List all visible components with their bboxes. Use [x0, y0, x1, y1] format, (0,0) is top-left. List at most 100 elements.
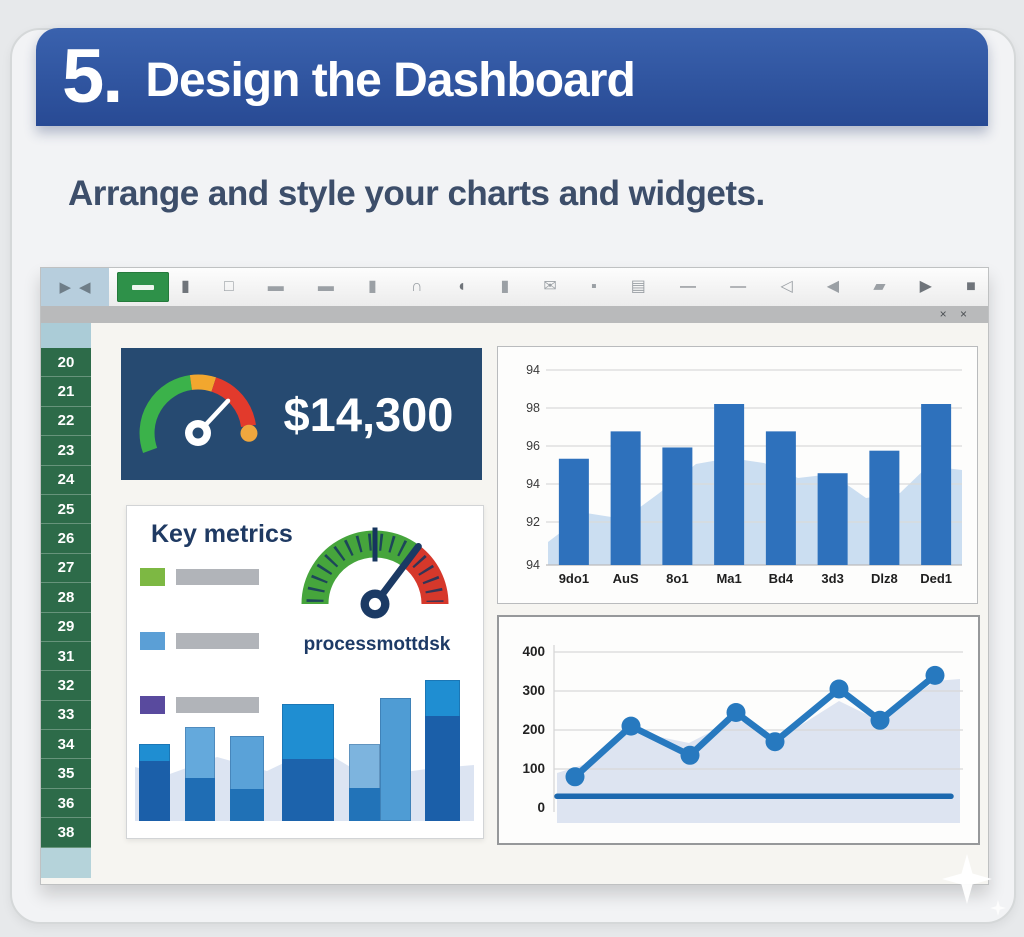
folder-icon[interactable]: ▰	[873, 278, 886, 295]
mini-bar-4	[282, 704, 334, 821]
svg-text:3d3: 3d3	[821, 571, 843, 586]
row-header-26[interactable]: 26	[41, 524, 91, 554]
svg-text:9do1: 9do1	[559, 571, 589, 586]
line-chart: 400 300 200 100 0	[522, 644, 963, 823]
legend-swatch	[140, 632, 165, 650]
mini-bar-6	[380, 698, 411, 821]
mini-bar-2	[185, 727, 215, 821]
arrow-left-icon[interactable]: ◀	[826, 278, 840, 295]
bar-Ded1	[921, 404, 952, 565]
row-header-35[interactable]: 35	[41, 759, 91, 789]
square-light-icon[interactable]: ▮	[368, 278, 377, 295]
bar-Ma1	[714, 404, 745, 565]
svg-text:200: 200	[522, 722, 545, 737]
row-header-36[interactable]: 36	[41, 788, 91, 819]
row-header-28[interactable]: 28	[41, 583, 91, 613]
row-header-29[interactable]: 29	[41, 612, 91, 642]
bar-8o1	[662, 447, 693, 565]
row-header-32[interactable]: 32	[41, 671, 91, 701]
active-tool-button[interactable]	[117, 272, 169, 302]
mini-bar-dark-segment	[139, 761, 170, 821]
svg-text:94: 94	[526, 558, 540, 572]
minus-icon[interactable]: —	[680, 278, 697, 295]
svg-text:AuS: AuS	[613, 571, 639, 586]
dash-icon	[132, 284, 154, 290]
play-back-icon[interactable]: ◀	[79, 279, 91, 296]
legend-label-bar	[176, 633, 259, 649]
toolbar-nav-group: ▶ ◀	[41, 268, 109, 306]
row-header-23[interactable]: 23	[41, 436, 91, 466]
legend-label-bar	[176, 697, 259, 713]
row-header-34[interactable]: 34	[41, 730, 91, 760]
subtitle: Arrange and style your charts and widget…	[68, 174, 765, 213]
bar-9do1	[558, 458, 589, 565]
row-header-38[interactable]: 38	[41, 818, 91, 848]
triangle-left-icon[interactable]: ◁	[780, 278, 793, 295]
dash-wide-icon[interactable]: ▬	[317, 278, 334, 295]
page-title: Design the Dashboard	[145, 54, 635, 107]
key-metrics-title: Key metrics	[151, 520, 293, 548]
mini-bar-1	[139, 744, 170, 821]
flag-icon[interactable]: ▶	[919, 278, 932, 295]
row-header-21[interactable]: 21	[41, 377, 91, 407]
svg-text:94: 94	[526, 363, 540, 377]
mini-bar-dark-segment	[349, 788, 380, 821]
minus2-icon[interactable]: —	[730, 278, 747, 295]
row-header-24[interactable]: 24	[41, 465, 91, 495]
lines-icon[interactable]: ▤	[630, 278, 646, 295]
toolbar: ▶ ◀ ▮ □ ▬ ▬ ▮ ∩ ◖ ▮ ✉ ▪ ▤ — — ◁ ◀ ▰ ▶ ■	[41, 268, 988, 307]
row-header-33[interactable]: 33	[41, 700, 91, 731]
bar-icon[interactable]: ▮	[500, 278, 510, 295]
row-header-cap-bottom	[41, 847, 91, 878]
square-end-icon[interactable]: ■	[966, 278, 976, 295]
mini-bar-chart	[127, 671, 482, 821]
mini-bar-dark-segment	[282, 759, 334, 821]
envelope-icon[interactable]: ✉	[543, 278, 557, 295]
svg-text:300: 300	[522, 683, 545, 698]
svg-text:92: 92	[526, 515, 540, 529]
legend-item-1	[140, 568, 259, 586]
bar-chart-card[interactable]: 94 98 96 94 92 94 9do1 AuS 8o1 Ma1 Bd4 3d3 Dlz8 Ded1	[497, 346, 978, 604]
mini-bar-dark-segment	[425, 716, 460, 821]
row-header-27[interactable]: 27	[41, 553, 91, 584]
play-forward-icon[interactable]: ▶	[59, 279, 71, 296]
square-dark-icon[interactable]: ▮	[181, 278, 190, 295]
row-header-31[interactable]: 31	[41, 641, 91, 672]
header-banner: 5. Design the Dashboard	[36, 28, 988, 126]
row-header-20[interactable]: 20	[41, 348, 91, 378]
mini-bar-dark-segment	[230, 789, 264, 821]
bar-3d3	[817, 473, 848, 565]
bar-AuS	[610, 431, 641, 565]
line-chart-card[interactable]: 400 300 200 100 0	[497, 615, 980, 845]
svg-text:94: 94	[526, 477, 540, 491]
mini-bar-dark-segment	[185, 778, 215, 821]
row-header-25[interactable]: 25	[41, 494, 91, 525]
bar-Dlz8	[869, 450, 900, 565]
svg-text:0: 0	[537, 800, 545, 815]
close-buttons[interactable]: × ×	[939, 307, 972, 321]
kpi-card[interactable]: $14,300	[121, 348, 482, 480]
small-square-icon[interactable]: ▪	[590, 278, 597, 295]
curve-shape-icon[interactable]: ∩	[411, 278, 423, 295]
dash-icon[interactable]: ▬	[267, 278, 284, 295]
process-gauge-icon	[301, 527, 449, 619]
toolbar-icons: ▮ □ ▬ ▬ ▮ ∩ ◖ ▮ ✉ ▪ ▤ — — ◁ ◀ ▰ ▶ ■	[181, 268, 976, 306]
svg-text:8o1: 8o1	[666, 571, 688, 586]
bracket-icon[interactable]: ◖	[456, 278, 467, 295]
process-gauge-label: processmottdsk	[303, 634, 451, 655]
svg-text:98: 98	[526, 401, 540, 415]
key-metrics-card[interactable]: Key metrics processmottdsk	[126, 505, 484, 839]
svg-text:Ma1: Ma1	[716, 571, 741, 586]
mini-bar-3	[230, 736, 264, 821]
svg-text:Ded1: Ded1	[920, 571, 952, 586]
frame-icon[interactable]: □	[223, 278, 234, 295]
legend-label-bar	[176, 569, 259, 585]
mini-bar-5	[349, 744, 380, 821]
legend	[140, 568, 259, 760]
toolbar-strip: × ×	[41, 306, 988, 323]
svg-text:Dlz8: Dlz8	[871, 571, 898, 586]
row-header-column: 20 21 22 23 24 25 26 27 28 29 31 32 33 34 35 36 38	[41, 323, 91, 878]
bar-chart: 94 98 96 94 92 94 9do1 AuS 8o1 Ma1 Bd4 3d3 Dlz8 Ded1	[526, 363, 962, 586]
row-header-22[interactable]: 22	[41, 406, 91, 437]
